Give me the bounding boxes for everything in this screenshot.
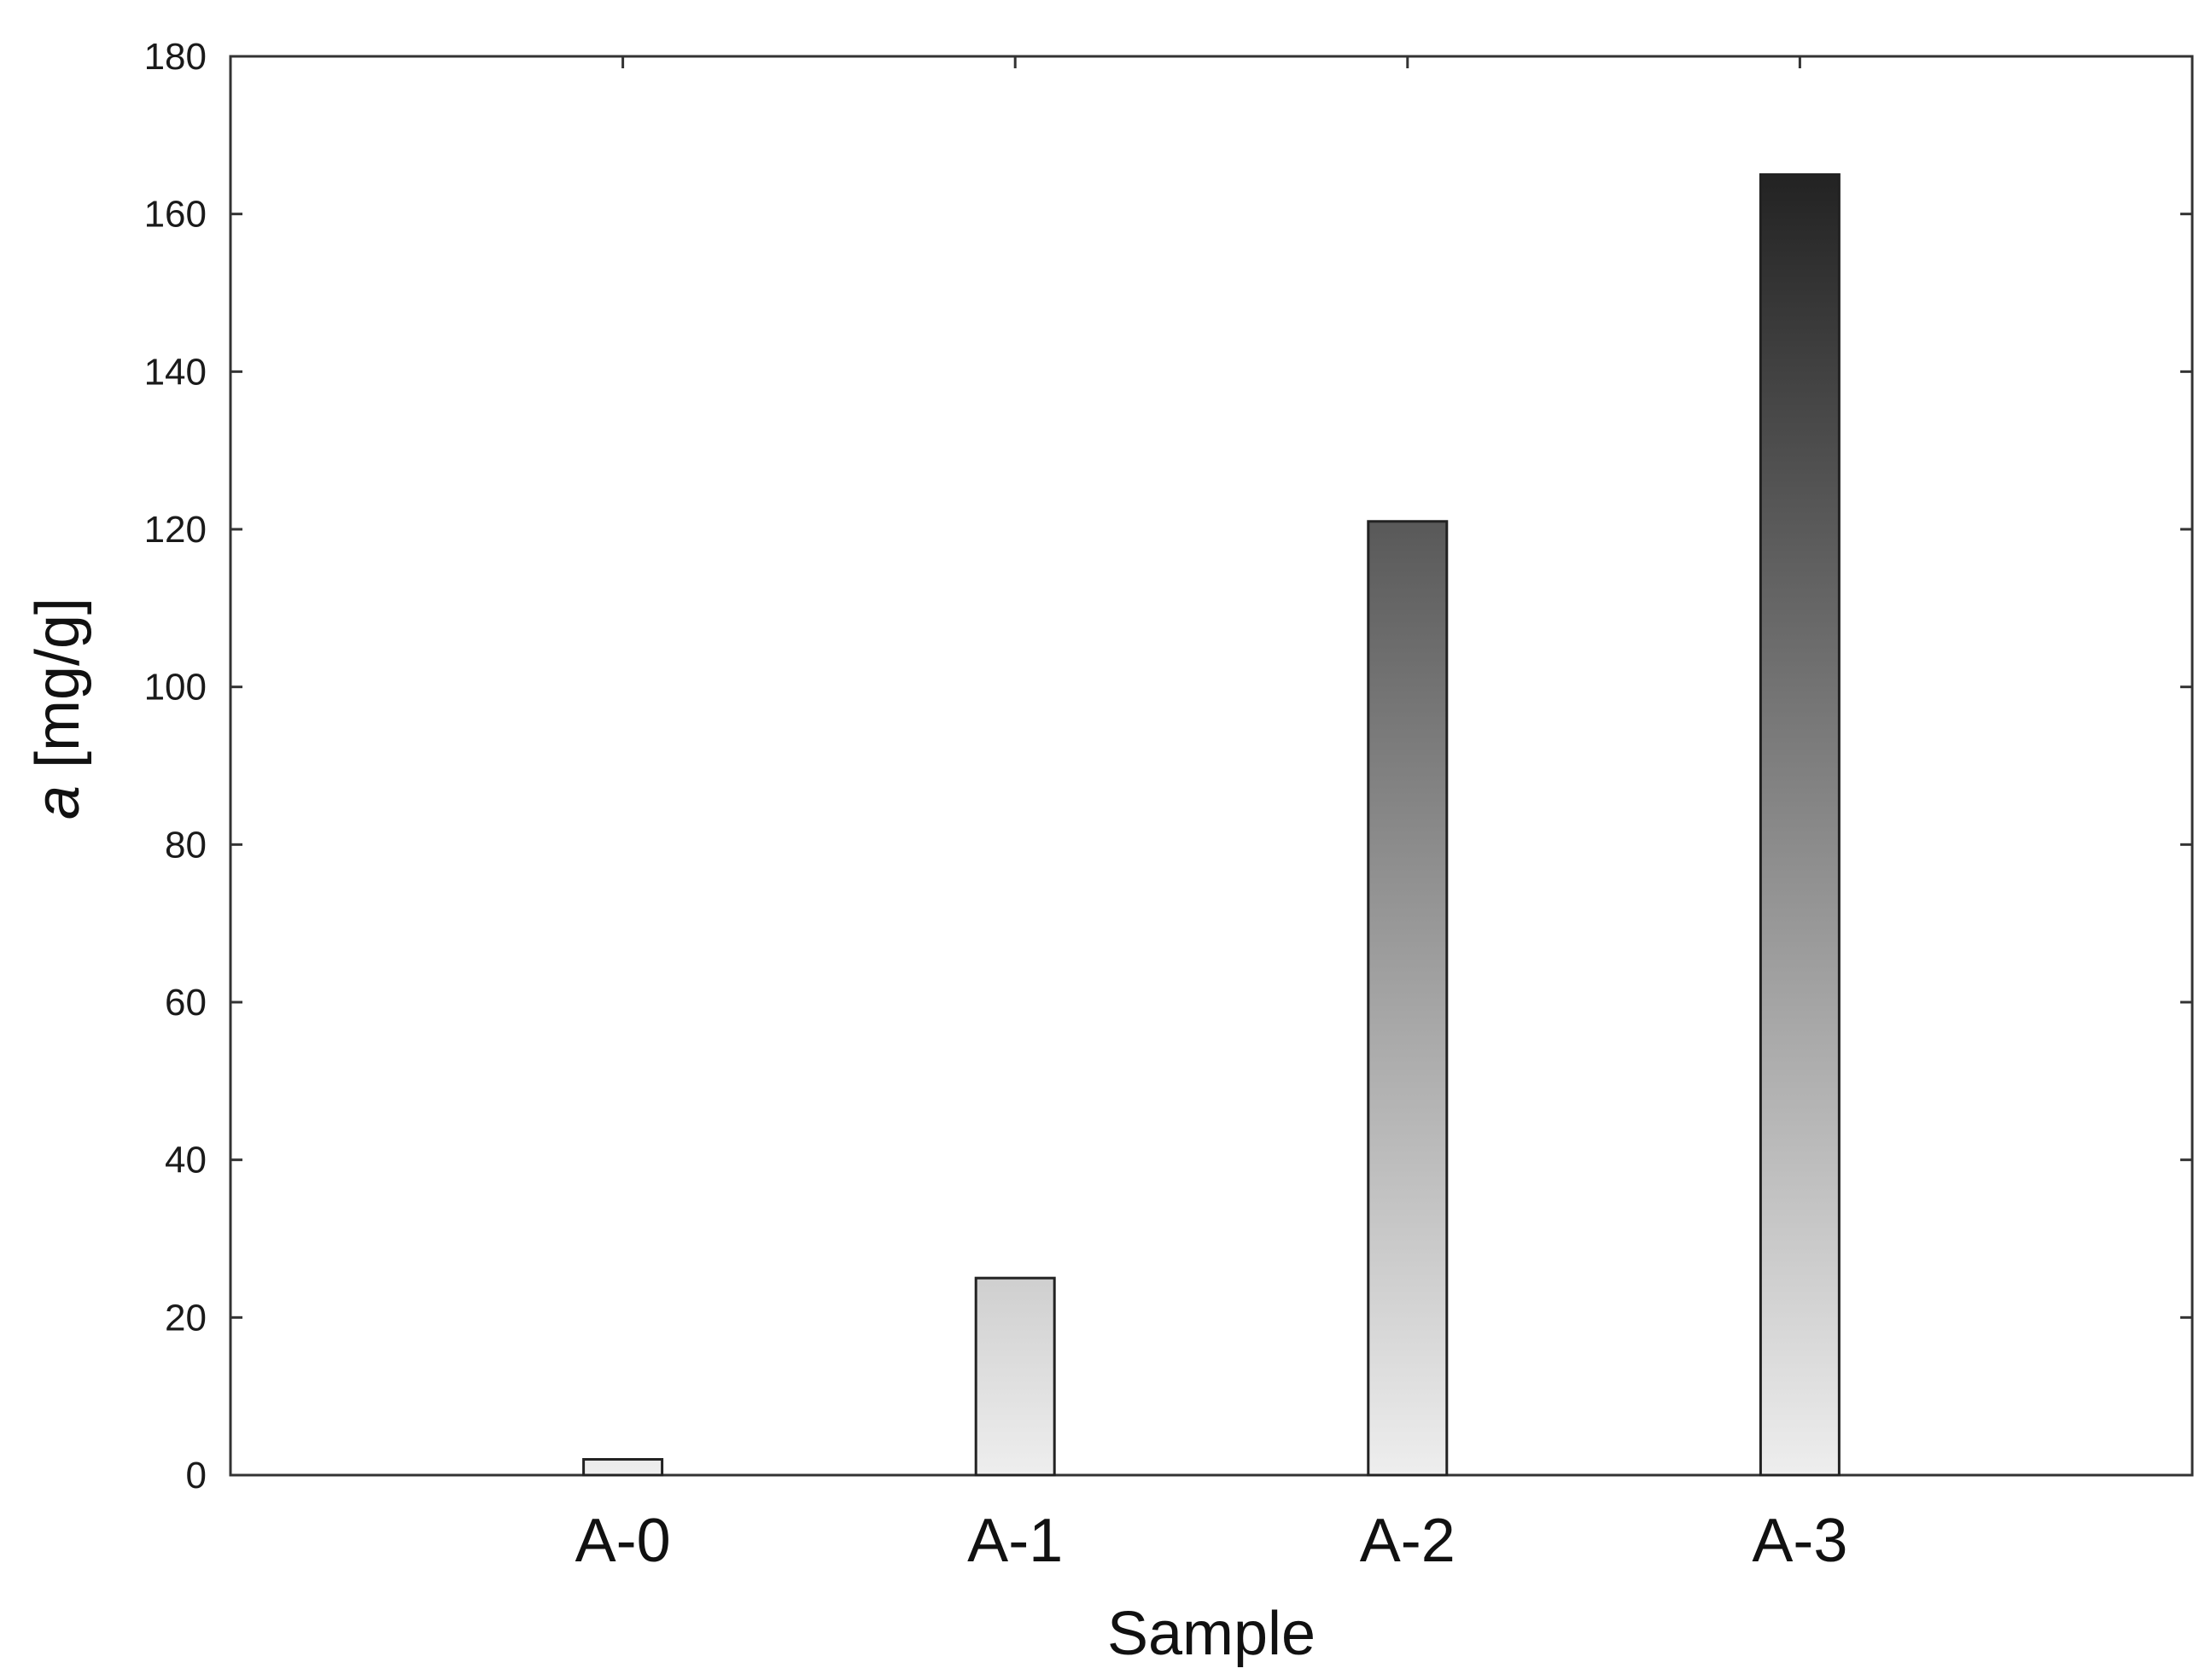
x-axis-title: Sample bbox=[1107, 1600, 1316, 1668]
plot-area bbox=[229, 55, 2194, 1477]
y-axis-unit: [mg/g] bbox=[24, 598, 92, 785]
x-tick-labels: A-0 A-1 A-2 A-3 bbox=[575, 1507, 1848, 1575]
x-tick-label: A-0 bbox=[575, 1507, 671, 1575]
y-tick-label: 40 bbox=[165, 1140, 207, 1181]
bar-a-2 bbox=[1367, 520, 1449, 1477]
y-tick-label: 120 bbox=[144, 509, 207, 551]
y-tick-label: 80 bbox=[165, 824, 207, 866]
bar-a-1 bbox=[974, 1276, 1056, 1477]
y-axis-title: a [mg/g] bbox=[24, 598, 92, 820]
bars bbox=[582, 173, 1841, 1477]
y-tick-label: 0 bbox=[186, 1455, 207, 1496]
x-tick-label: A-2 bbox=[1360, 1507, 1456, 1575]
y-tick-label: 20 bbox=[165, 1297, 207, 1339]
y-tick-label: 140 bbox=[144, 351, 207, 393]
y-axis-symbol: a bbox=[24, 785, 92, 820]
bar-a-0 bbox=[582, 1458, 664, 1477]
y-tick-label: 60 bbox=[165, 982, 207, 1024]
x-tick-label: A-3 bbox=[1752, 1507, 1847, 1575]
y-axis: 0 20 40 60 80 100 120 140 160 180 bbox=[144, 36, 2192, 1496]
bar-a-3 bbox=[1759, 173, 1841, 1477]
y-tick-label: 100 bbox=[144, 667, 207, 709]
y-tick-label: 160 bbox=[144, 194, 207, 236]
x-tick-label: A-1 bbox=[967, 1507, 1063, 1575]
y-tick-label: 180 bbox=[144, 36, 207, 78]
